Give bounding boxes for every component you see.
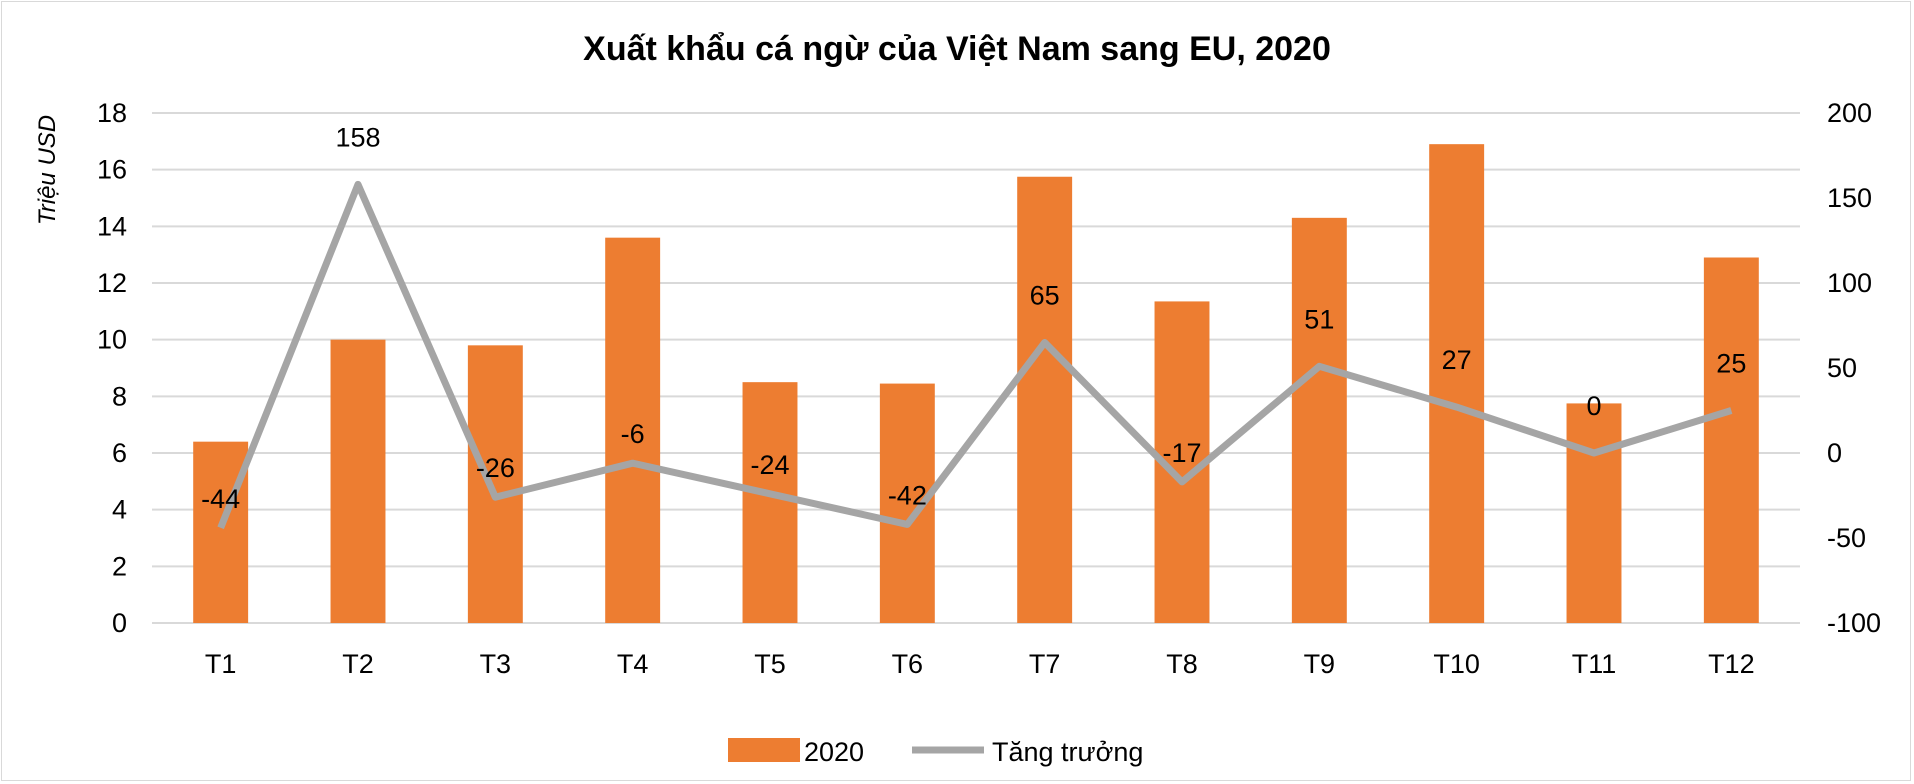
bar-T7 — [1017, 176, 1073, 623]
growth-data-label: 158 — [335, 122, 380, 152]
bar-T11 — [1566, 403, 1622, 623]
bar-T3 — [467, 345, 523, 623]
legend-swatch-2020 — [728, 738, 800, 762]
growth-data-label: 51 — [1304, 304, 1334, 334]
x-tick-label: T6 — [892, 649, 924, 679]
growth-data-label: 0 — [1586, 391, 1601, 421]
y-tick-label: 8 — [112, 381, 127, 411]
bar-T10 — [1429, 144, 1485, 623]
y-tick-label: 6 — [112, 438, 127, 468]
bar-T1 — [193, 441, 249, 623]
y-axis-label: Triệu USD — [34, 115, 61, 225]
y2-tick-label: 200 — [1827, 98, 1872, 128]
x-tick-label: T9 — [1304, 649, 1336, 679]
x-tick-label: T4 — [617, 649, 649, 679]
growth-data-label: 27 — [1442, 345, 1472, 375]
bar-T5 — [742, 382, 798, 623]
y2-tick-label: 0 — [1827, 438, 1842, 468]
bar-T4 — [605, 237, 661, 623]
x-tick-label: T2 — [342, 649, 374, 679]
growth-data-label: 25 — [1716, 349, 1746, 379]
y2-tick-label: 100 — [1827, 268, 1872, 298]
x-tick-label: T7 — [1029, 649, 1061, 679]
x-tick-label: T1 — [205, 649, 237, 679]
x-tick-label: T3 — [480, 649, 512, 679]
bar-T2 — [330, 339, 386, 623]
growth-data-label: -26 — [476, 453, 515, 483]
growth-data-label: 65 — [1030, 281, 1060, 311]
x-tick-label: T8 — [1166, 649, 1198, 679]
y-tick-label: 10 — [97, 325, 127, 355]
y2-tick-label: -50 — [1827, 523, 1866, 553]
legend-label-2020: 2020 — [804, 737, 864, 767]
y-tick-label: 2 — [112, 551, 127, 581]
y-tick-label: 0 — [112, 608, 127, 638]
growth-line — [217, 180, 1733, 530]
y-tick-label: 16 — [97, 155, 127, 185]
y2-tick-label: 50 — [1827, 353, 1857, 383]
y-tick-label: 18 — [97, 98, 127, 128]
x-tick-label: T10 — [1433, 649, 1480, 679]
y2-tick-label: 150 — [1827, 183, 1872, 213]
x-tick-label: T12 — [1708, 649, 1755, 679]
x-tick-label: T5 — [754, 649, 786, 679]
growth-data-label: -42 — [888, 480, 927, 510]
bar-T12 — [1703, 257, 1759, 623]
bar-T9 — [1291, 217, 1347, 624]
chart-title: Xuất khẩu cá ngừ của Việt Nam sang EU, 2… — [583, 30, 1331, 68]
y2-tick-label: -100 — [1827, 608, 1881, 638]
growth-data-label: -44 — [201, 484, 240, 514]
growth-data-label: -6 — [621, 419, 645, 449]
y-tick-label: 12 — [97, 268, 127, 298]
y-tick-label: 4 — [112, 495, 127, 525]
x-tick-label: T11 — [1572, 649, 1617, 679]
growth-data-label: -24 — [750, 450, 789, 480]
y-tick-label: 14 — [97, 211, 127, 241]
legend-label-growth: Tăng trưởng — [992, 737, 1143, 767]
growth-data-label: -17 — [1162, 438, 1201, 468]
legend: 2020 Tăng trưởng — [728, 737, 1143, 767]
